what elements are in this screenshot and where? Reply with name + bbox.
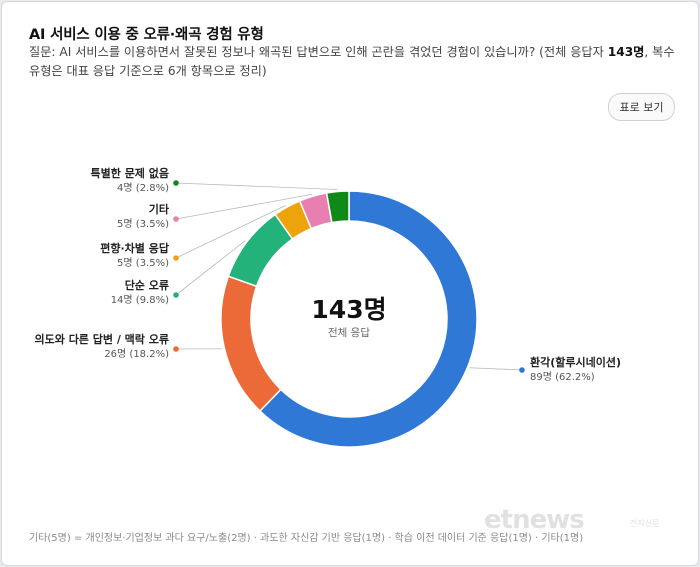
slice-value: 89명 (62.2%)	[530, 371, 595, 383]
leader-line	[469, 367, 523, 371]
label-dot	[173, 346, 179, 352]
footnote: 기타(5명) = 개인정보·기업정보 과다 요구/노출(2명) · 과도한 자신…	[29, 533, 584, 544]
slice-label: 특별한 문제 없음	[91, 166, 170, 180]
leader-line	[175, 193, 313, 220]
slice-value: 5명 (3.5%)	[117, 218, 169, 230]
slice-label: 편향·차별 응답	[100, 241, 169, 255]
label-dot	[173, 292, 179, 298]
slice-value: 4명 (2.8%)	[117, 182, 169, 194]
label-dot	[173, 180, 179, 186]
question-text: 질문: AI 서비스를 이용하면서 잘못된 정보나 왜곡된 답변으로 인해 곤란…	[29, 45, 675, 78]
chart-title: AI 서비스 이용 중 오류·왜곡 경험 유형	[29, 27, 264, 43]
slice-label: 의도와 다른 답변 / 맥락 오류	[35, 332, 170, 346]
leader-line	[175, 240, 246, 296]
slice-label: 환각(할루시네이션)	[530, 355, 621, 369]
donut-slice	[220, 275, 282, 413]
slice-label: 기타	[149, 202, 170, 216]
slice-value: 5명 (3.5%)	[117, 257, 169, 269]
slice-value: 26명 (18.2%)	[104, 348, 169, 360]
label-dot	[519, 367, 525, 373]
view-table-button[interactable]: 표로 보기	[608, 93, 675, 121]
center-label: 전체 응답	[328, 327, 370, 339]
donut-slice	[325, 190, 350, 224]
slice-label: 단순 오류	[125, 278, 169, 292]
label-dot	[173, 216, 179, 222]
watermark-caption: 전자신문	[630, 519, 660, 528]
leader-line	[175, 182, 338, 190]
label-dot	[173, 255, 179, 261]
leader-line	[175, 204, 287, 259]
center-total: 143명	[311, 295, 386, 324]
watermark-logo: etnews	[484, 505, 585, 535]
donut-slice	[258, 190, 478, 448]
slice-value: 14명 (9.8%)	[111, 294, 169, 306]
